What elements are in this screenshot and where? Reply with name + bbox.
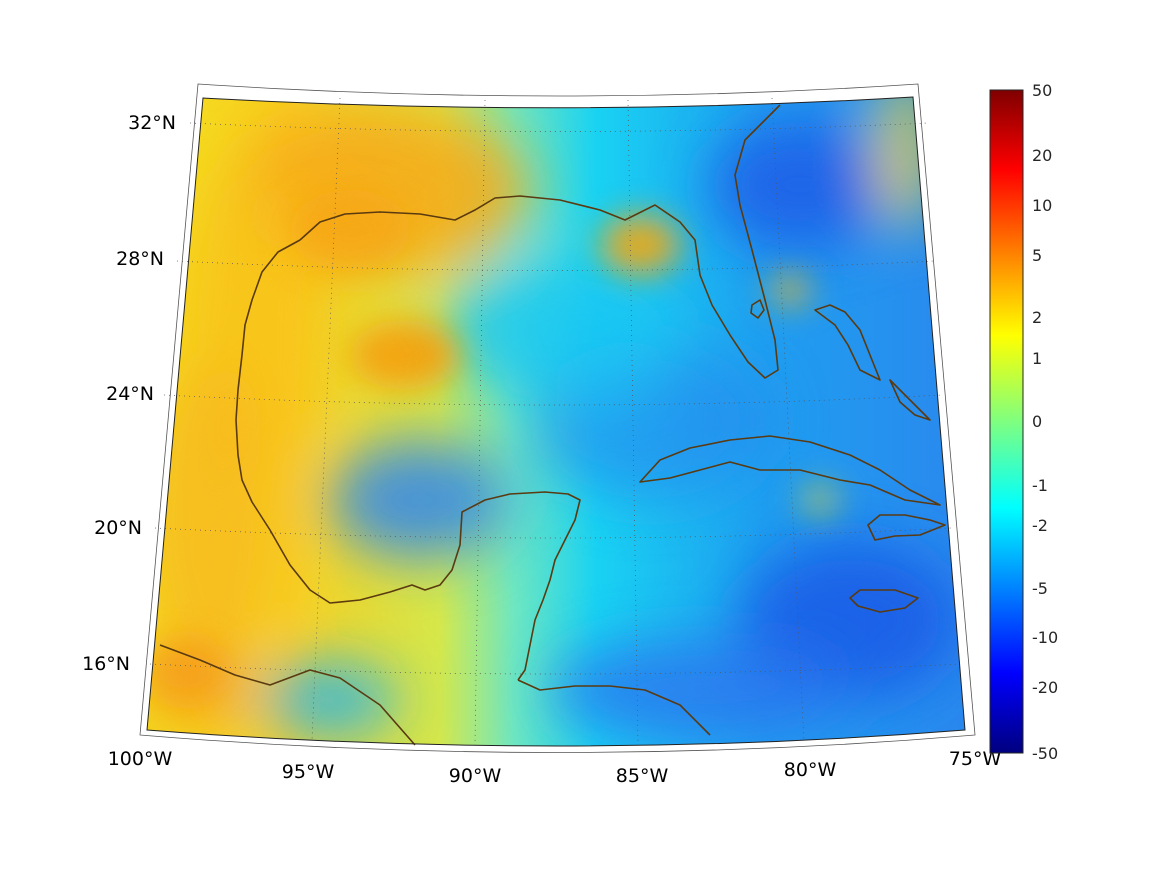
coastline-central-america — [159, 644, 416, 746]
parallel-28n — [176, 260, 935, 271]
colorbar-ramp — [989, 89, 1024, 754]
lon-label-75w: 75°W — [949, 748, 1002, 770]
coastline-gulf-north-west — [299, 104, 781, 379]
lat-label-32n: 32°N — [128, 112, 176, 134]
cb-tick-neg2: -2 — [1032, 516, 1048, 535]
coastline-texas-mexico — [235, 239, 581, 681]
outer-frame — [139, 83, 976, 753]
cb-tick-neg20: -20 — [1032, 678, 1058, 697]
coastline-lake-okeechobee — [750, 299, 765, 319]
coastline-bahamas — [814, 304, 881, 381]
value-field — [147, 97, 965, 746]
parallel-16n — [149, 663, 961, 675]
lon-label-80w: 80°W — [784, 759, 837, 781]
lon-label-100w: 100°W — [108, 748, 173, 770]
coastlines — [159, 104, 946, 746]
coastline-bahamas-south — [889, 379, 931, 421]
graticule — [149, 97, 961, 746]
cb-tick-50: 50 — [1032, 81, 1052, 100]
lat-label-24n: 24°N — [106, 383, 154, 405]
coastline-cuba — [639, 435, 941, 506]
lat-label-20n: 20°N — [94, 517, 142, 539]
colorbar: 50 20 10 5 2 1 0 -1 -2 -5 -10 -20 -50 — [989, 81, 1058, 763]
cb-tick-5: 5 — [1032, 246, 1042, 265]
lat-label-28n: 28°N — [116, 248, 164, 270]
map-frame — [146, 96, 966, 747]
cb-tick-10: 10 — [1032, 196, 1052, 215]
cb-tick-0: 0 — [1032, 412, 1042, 431]
coastline-hispaniola — [867, 514, 946, 541]
cb-tick-neg5: -5 — [1032, 579, 1048, 598]
cb-tick-2: 2 — [1032, 308, 1042, 327]
cb-tick-1: 1 — [1032, 349, 1042, 368]
lon-label-95w: 95°W — [282, 761, 335, 783]
colorbar-ticks: 50 20 10 5 2 1 0 -1 -2 -5 -10 -20 -50 — [1032, 81, 1058, 763]
cb-tick-20: 20 — [1032, 146, 1052, 165]
meridian-95w — [311, 97, 341, 741]
parallel-32n — [189, 122, 929, 132]
lat-label-16n: 16°N — [82, 653, 130, 675]
coastline-honduras — [517, 679, 711, 736]
latitude-axis: 32°N 28°N 24°N 20°N 16°N — [82, 112, 176, 675]
lon-label-90w: 90°W — [449, 765, 502, 787]
cb-tick-neg1: -1 — [1032, 476, 1048, 495]
lon-label-85w: 85°W — [616, 765, 669, 787]
longitude-axis: 100°W 95°W 90°W 85°W 80°W 75°W — [108, 748, 1002, 787]
coastline-jamaica — [849, 589, 919, 613]
cb-tick-neg50: -50 — [1032, 744, 1058, 763]
cb-tick-neg10: -10 — [1032, 628, 1058, 647]
